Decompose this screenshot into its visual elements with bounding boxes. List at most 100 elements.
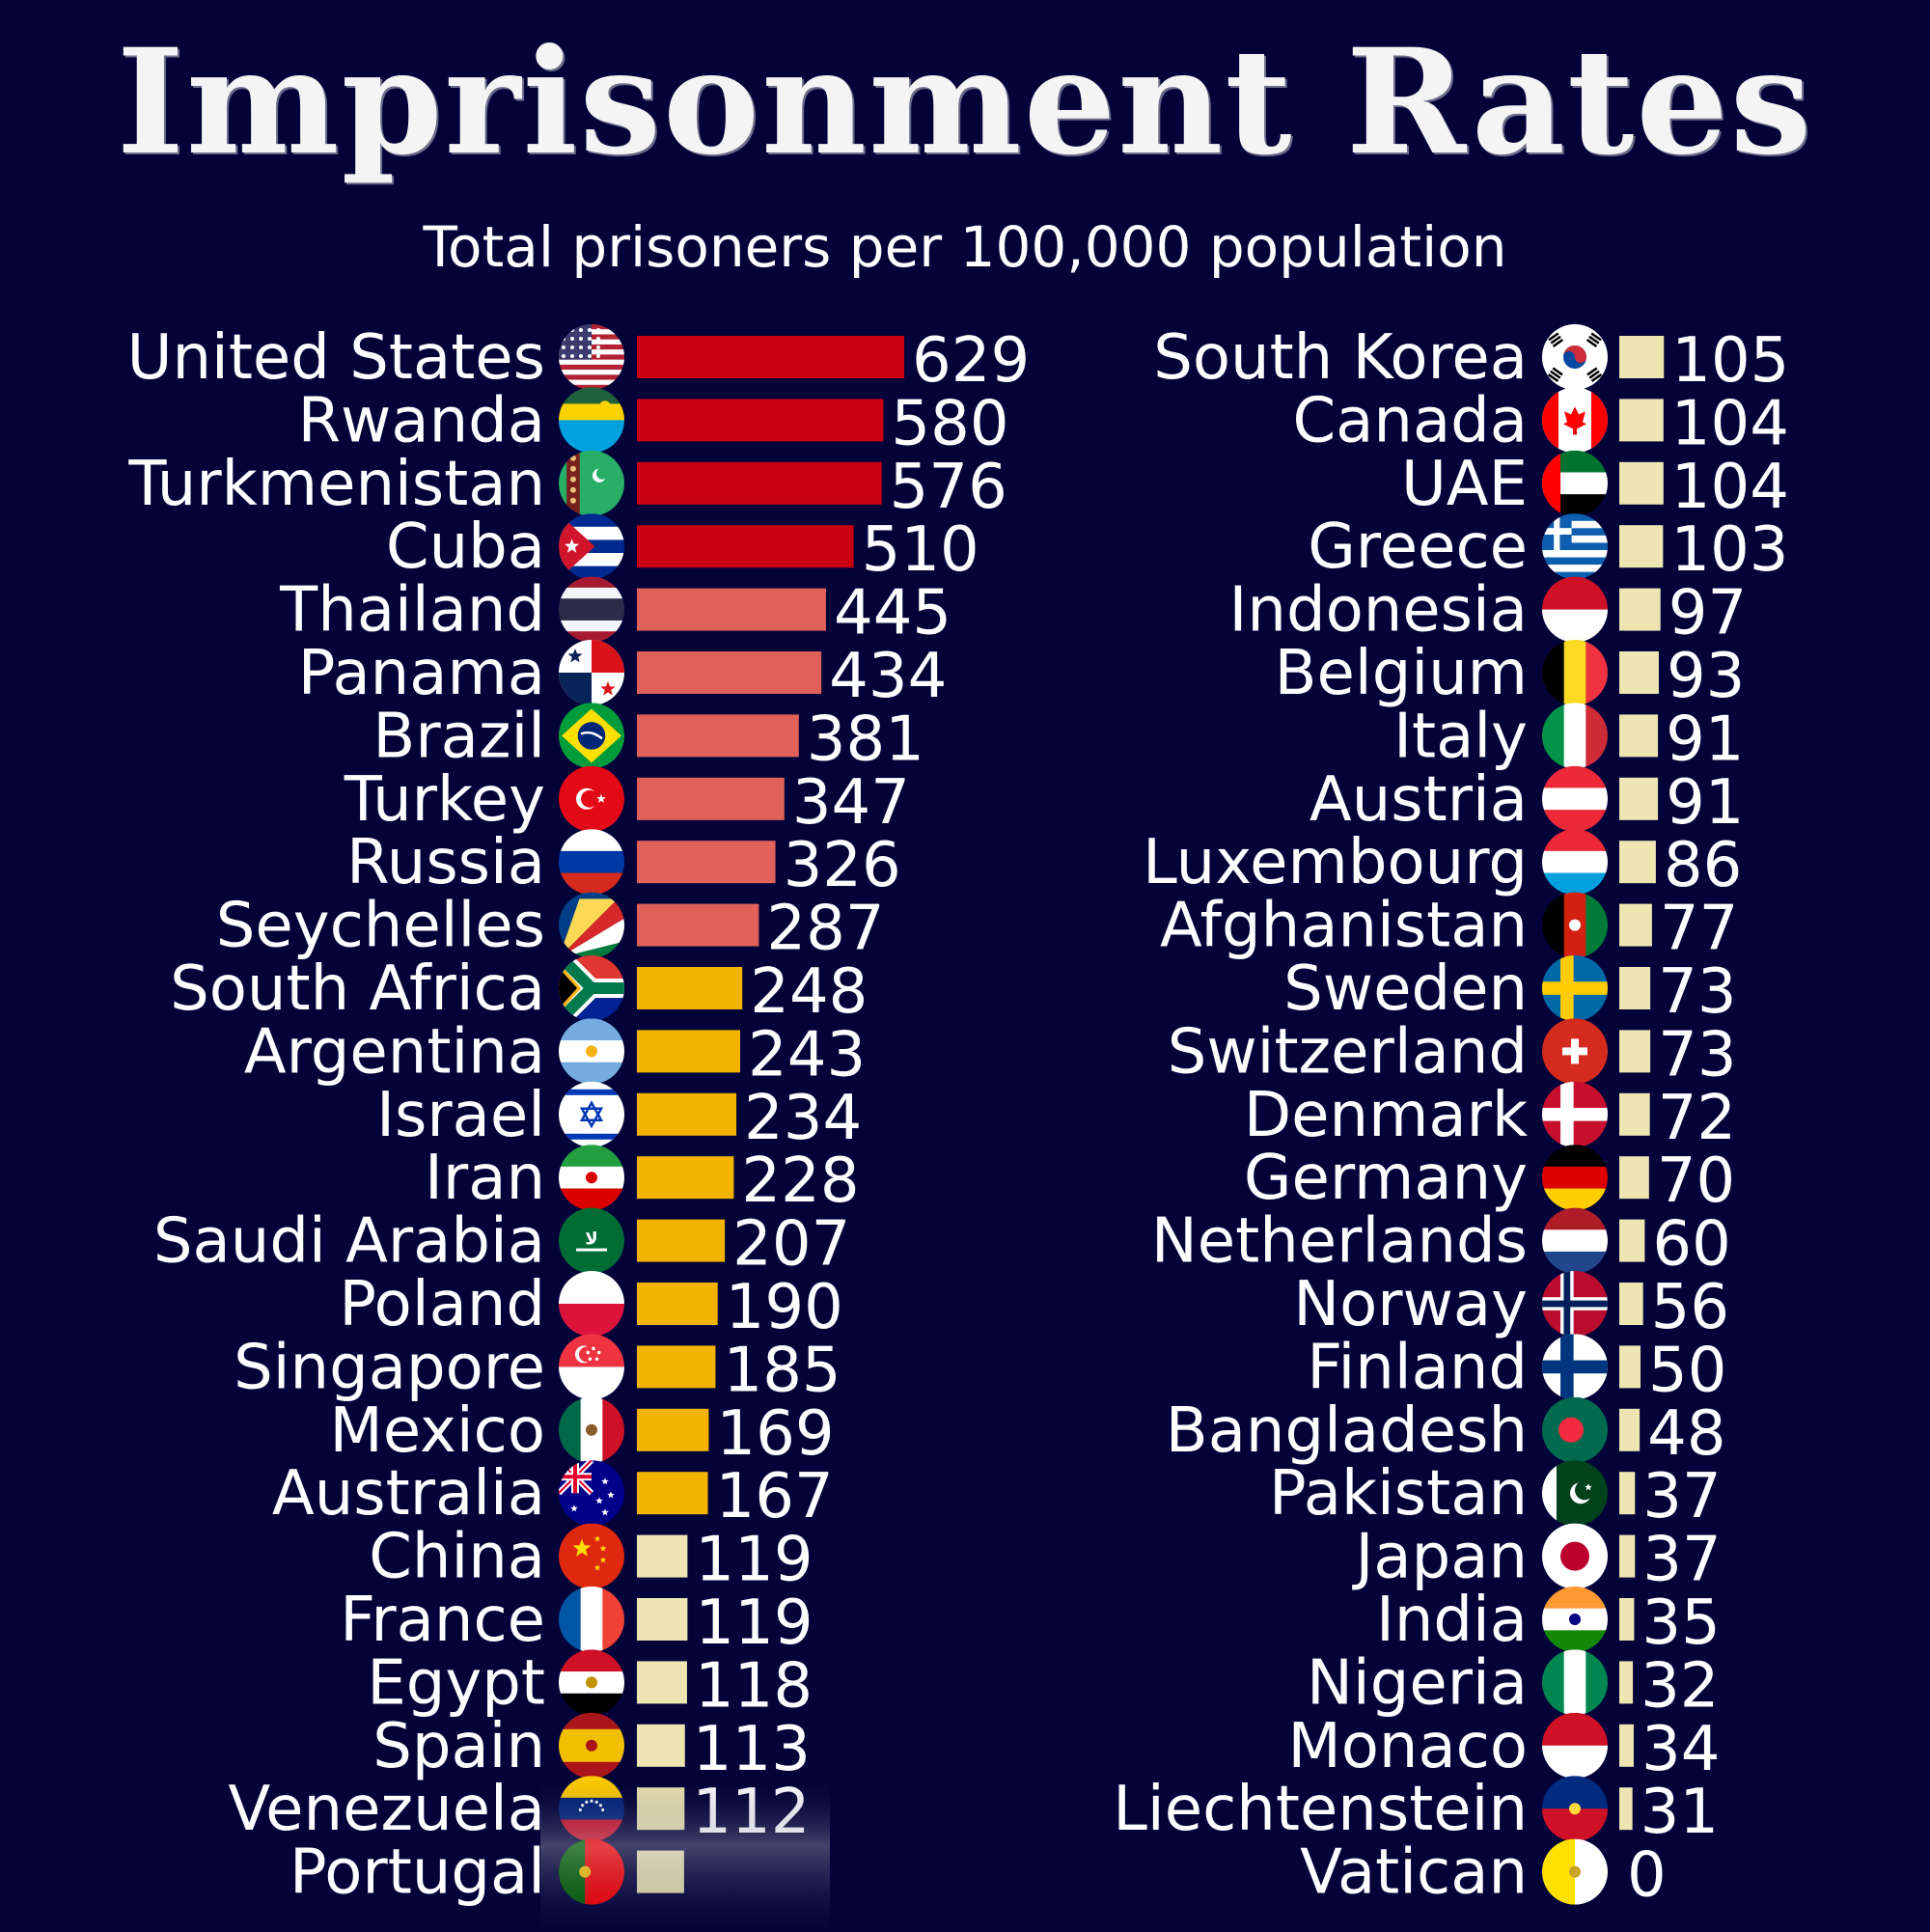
flag-russia-icon <box>559 829 624 896</box>
value-label: 91 <box>1666 767 1744 839</box>
bar-row-seychelles: Seychelles 287 <box>216 891 885 965</box>
flag-australia-icon <box>559 1460 624 1527</box>
bar-egypt <box>637 1661 687 1704</box>
country-label: Seychelles <box>216 891 545 962</box>
bar-switzerland <box>1619 1030 1651 1073</box>
bar-row-china: China 119 <box>369 1522 813 1596</box>
flag-iran-icon <box>559 1145 624 1211</box>
flag-norway-icon <box>1542 1271 1608 1337</box>
value-label: 37 <box>1642 1525 1721 1596</box>
bar-row-finland: Finland 50 <box>1307 1332 1726 1406</box>
bar-row-france: France 119 <box>340 1585 813 1659</box>
bar-netherlands <box>1619 1219 1645 1262</box>
flag-seychelles-icon <box>559 892 624 958</box>
country-label: Indonesia <box>1229 575 1529 647</box>
flag-sweden-icon <box>1542 955 1608 1021</box>
value-label: 243 <box>748 1019 866 1090</box>
value-label: 31 <box>1640 1777 1719 1848</box>
flag-mexico-icon <box>559 1396 624 1463</box>
value-label: 185 <box>723 1335 841 1406</box>
flag-thailand-icon <box>559 576 624 643</box>
country-label: Greece <box>1308 511 1528 583</box>
flag-uae-icon <box>1542 450 1608 516</box>
value-label: 35 <box>1641 1587 1720 1659</box>
flag-belgium-icon <box>1542 640 1608 705</box>
value-label: 50 <box>1648 1335 1726 1406</box>
value-label: 118 <box>695 1650 813 1722</box>
value-label: 86 <box>1664 830 1742 901</box>
country-label: Switzerland <box>1168 1016 1528 1088</box>
bar-panama <box>637 651 822 694</box>
flag-germany-icon <box>1542 1145 1608 1211</box>
bar-row-austria: Austria 91 <box>1310 764 1745 839</box>
flag-rwanda-icon <box>559 387 624 454</box>
country-label: Vatican <box>1300 1837 1528 1909</box>
flag-turkmenistan-icon <box>559 450 624 516</box>
bar-row-monaco: Monaco 34 <box>1288 1711 1721 1785</box>
bar-germany <box>1619 1156 1649 1200</box>
flag-china-icon <box>559 1523 624 1589</box>
country-label: Israel <box>376 1080 545 1151</box>
country-label: Saudi Arabia <box>153 1206 545 1278</box>
value-label: 119 <box>695 1587 813 1659</box>
bar-row-vatican: Vatican 0 <box>1300 1837 1667 1912</box>
bar-south-korea <box>1619 336 1665 378</box>
bar-france <box>637 1598 688 1641</box>
flag-panama-icon <box>559 640 624 705</box>
value-label: 60 <box>1652 1209 1730 1281</box>
country-label: Argentina <box>244 1016 545 1088</box>
value-label: 381 <box>807 704 924 775</box>
country-label: Brazil <box>372 701 545 772</box>
flag-south-korea-icon <box>1542 324 1608 390</box>
flag-japan-icon <box>1542 1523 1608 1589</box>
bar-row-russia: Russia 326 <box>346 827 901 901</box>
flag-argentina-icon <box>559 1018 624 1085</box>
bar-belgium <box>1619 651 1659 694</box>
bar-row-panama: Panama 434 <box>298 638 948 712</box>
bar-row-india: India 35 <box>1376 1585 1721 1659</box>
country-label: Spain <box>372 1711 545 1782</box>
bar-thailand <box>637 588 826 631</box>
flag-italy-icon <box>1542 703 1608 769</box>
bar-row-nigeria: Nigeria 32 <box>1307 1647 1719 1722</box>
bar-row-poland: Poland 190 <box>339 1269 842 1343</box>
flag-united-states-icon <box>559 324 624 390</box>
value-label: 37 <box>1642 1461 1721 1532</box>
bar-luxembourg <box>1619 841 1656 884</box>
value-label: 0 <box>1627 1840 1667 1912</box>
country-label: Monaco <box>1288 1711 1529 1782</box>
value-label: 72 <box>1658 1083 1736 1154</box>
flag-nigeria-icon <box>1542 1649 1608 1716</box>
country-label: Belgium <box>1275 638 1528 709</box>
flag-vatican-icon <box>1542 1838 1608 1905</box>
flag-canada-icon <box>1542 387 1608 454</box>
bar-saudi-arabia <box>637 1219 726 1262</box>
value-label: 169 <box>716 1398 834 1470</box>
flag-turkey-icon <box>559 765 624 832</box>
chart-subtitle: Total prisoners per 100,000 population <box>423 214 1507 280</box>
country-label: Poland <box>339 1269 545 1340</box>
bar-mexico <box>637 1408 709 1451</box>
bar-nigeria <box>1619 1661 1634 1704</box>
bar-row-netherlands: Netherlands 60 <box>1151 1206 1731 1281</box>
country-label: Rwanda <box>298 385 545 456</box>
bar-italy <box>1619 714 1659 758</box>
value-label: 91 <box>1666 704 1744 775</box>
country-label: United States <box>127 322 545 394</box>
flag-israel-icon <box>559 1081 624 1147</box>
country-label: Turkey <box>344 764 545 836</box>
flag-poland-icon <box>559 1271 624 1337</box>
bar-cuba <box>637 525 854 568</box>
flag-saudi-arabia-icon: لا <box>559 1207 624 1274</box>
bar-row-turkey: Turkey 347 <box>344 764 910 839</box>
bar-row-south-africa: South Africa 248 <box>170 953 868 1028</box>
bar-russia <box>637 841 776 884</box>
flag-liechtenstein-icon <box>1542 1776 1608 1842</box>
value-label: 445 <box>834 578 951 649</box>
country-label: Mexico <box>330 1395 545 1467</box>
value-label: 70 <box>1657 1145 1735 1217</box>
bar-sweden <box>1619 967 1651 1009</box>
country-label: Turkmenistan <box>127 449 545 520</box>
value-label: 207 <box>732 1209 850 1281</box>
country-label: Sweden <box>1283 953 1528 1025</box>
